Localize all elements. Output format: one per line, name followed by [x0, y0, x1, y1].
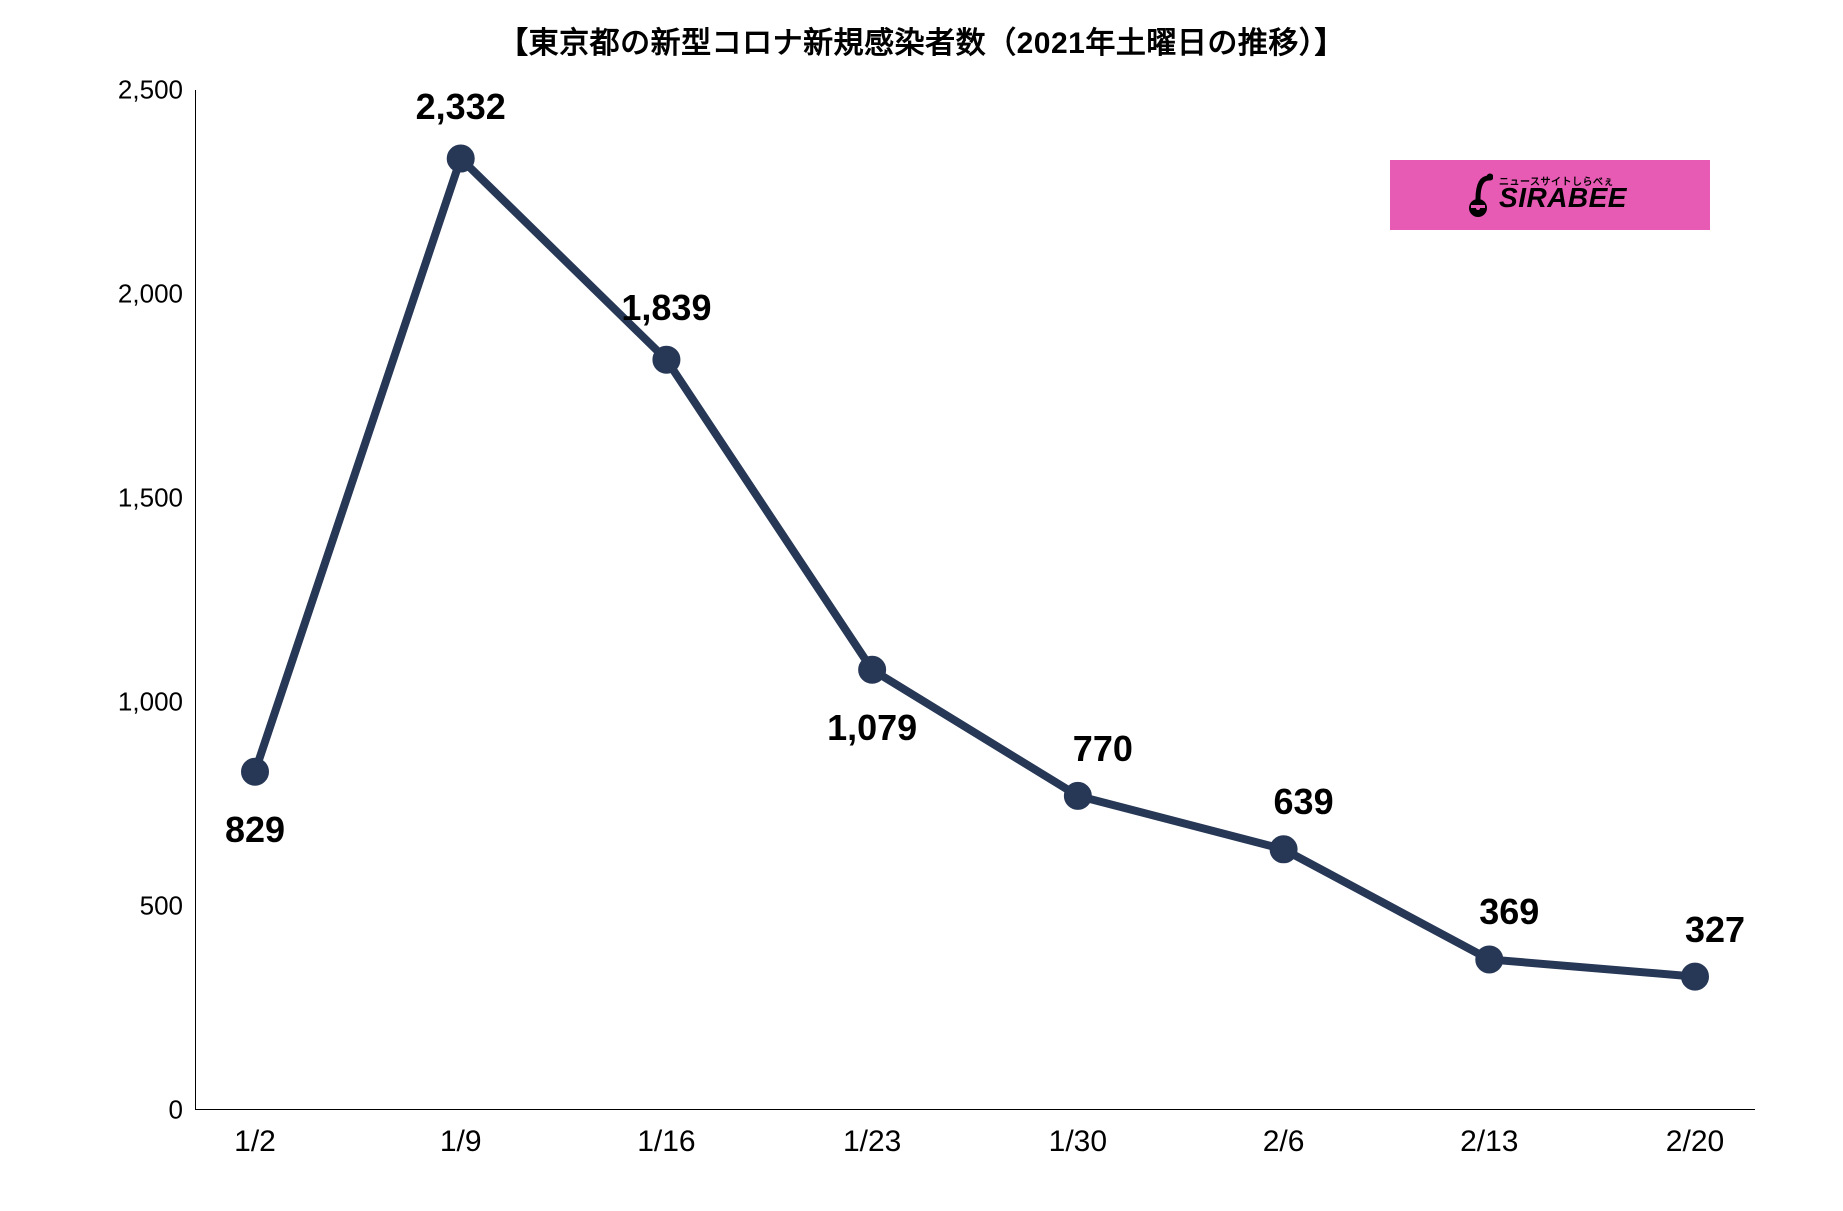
data-point-label: 770	[1073, 728, 1133, 770]
data-point-label: 829	[225, 809, 285, 851]
sirabee-logo-text: SIRABEE	[1499, 184, 1627, 212]
y-tick-label: 2,500	[103, 75, 183, 106]
x-tick-label: 1/30	[1049, 1125, 1107, 1159]
y-tick-label: 0	[103, 1095, 183, 1126]
y-tick-label: 500	[103, 891, 183, 922]
x-tick-label: 1/9	[440, 1125, 482, 1159]
line-chart: 【東京都の新型コロナ新規感染者数（2021年土曜日の推移）】 0 500 1,000…	[0, 0, 1843, 1211]
x-tick-label: 2/13	[1460, 1125, 1518, 1159]
x-tick-label: 2/20	[1666, 1125, 1724, 1159]
data-point-label: 2,332	[416, 86, 506, 128]
plot-svg	[195, 90, 1755, 1110]
y-tick-label: 2,000	[103, 279, 183, 310]
data-point-label: 1,839	[621, 287, 711, 329]
data-point-label: 369	[1479, 891, 1539, 933]
x-tick-label: 1/23	[843, 1125, 901, 1159]
data-point-label: 639	[1274, 781, 1334, 823]
data-point-label: 327	[1685, 909, 1745, 951]
data-point-label: 1,079	[827, 707, 917, 749]
x-tick-label: 2/6	[1263, 1125, 1305, 1159]
chart-title: 【東京都の新型コロナ新規感染者数（2021年土曜日の推移）】	[0, 18, 1843, 62]
y-tick-label: 1,000	[103, 687, 183, 718]
sirabee-logo: ニュースサイトしらべぇ SIRABEE	[1390, 160, 1710, 230]
x-tick-label: 1/16	[637, 1125, 695, 1159]
y-tick-label: 1,500	[103, 483, 183, 514]
x-tick-label: 1/2	[234, 1125, 276, 1159]
sirabee-logo-icon	[1467, 172, 1493, 218]
